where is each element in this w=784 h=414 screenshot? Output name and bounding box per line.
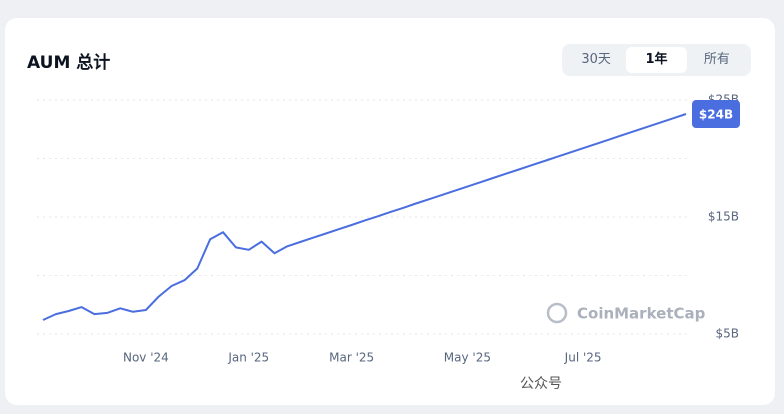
value-badge (692, 100, 740, 129)
card: AUM 总计 30天 1年 所有 (5, 18, 775, 405)
x-tick-label: Nov '24 (123, 351, 169, 365)
x-tick-label: May '25 (444, 351, 491, 365)
tab-group: 30天 1年 所有 (562, 44, 751, 76)
x-tick-label: Mar '25 (329, 351, 374, 365)
watermark-text: CoinMarketCap (577, 305, 706, 323)
value-label: $24B (699, 108, 733, 122)
tab[interactable]: 所有 (703, 52, 730, 67)
watermark: CoinMarketCap (546, 302, 706, 324)
line (42, 113, 687, 321)
x-tick-label: Jan '25 (227, 351, 269, 365)
tab[interactable]: 30天 (581, 52, 611, 67)
chart-title: AUM 总计 (27, 53, 111, 73)
y-tick-label: $5B (715, 327, 739, 341)
footer-overlay: 公众号 (520, 376, 562, 392)
tab[interactable]: 1年 (626, 47, 687, 73)
x-tick-label: Jul '25 (564, 351, 602, 365)
watermark-logo (546, 302, 568, 324)
y-tick-label: $15B (708, 210, 739, 224)
